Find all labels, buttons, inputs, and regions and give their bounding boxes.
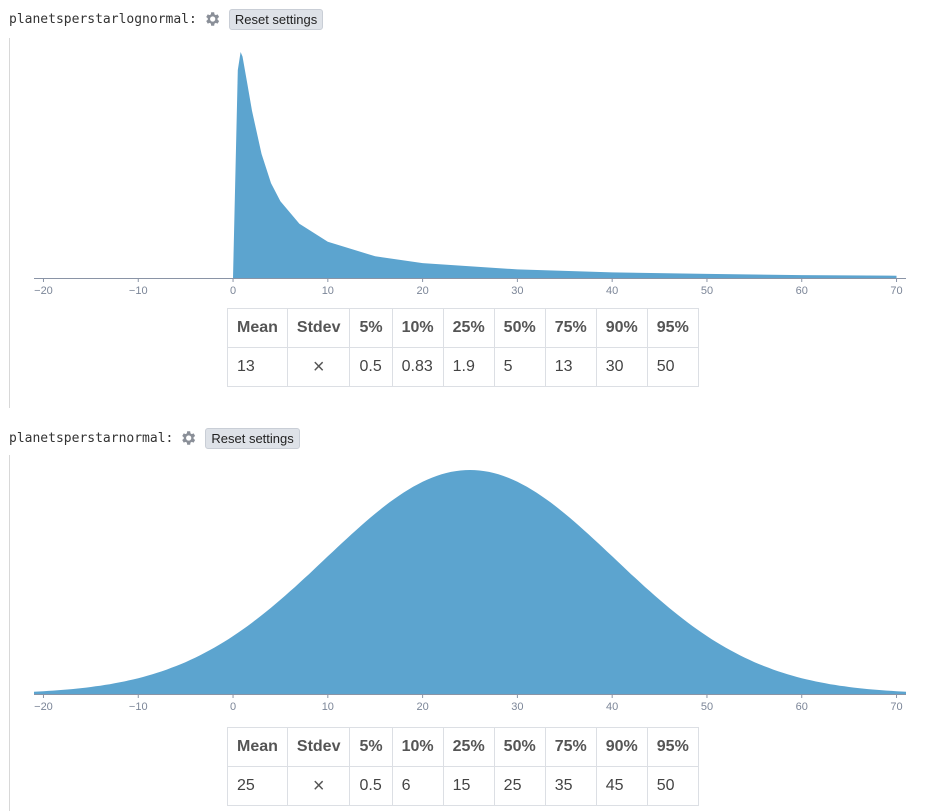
stats-value-cell: 50 <box>646 766 699 806</box>
stats-value-cell: 30 <box>595 347 648 387</box>
density-area <box>233 52 897 278</box>
x-tick-label: 0 <box>230 285 236 297</box>
x-tick-label: 10 <box>322 285 334 297</box>
x-tick-label: 20 <box>416 701 428 713</box>
x-tick-label: 30 <box>511 701 523 713</box>
stats-header-cell: 95% <box>646 308 699 348</box>
chart-header: planetsperstarlognormal: Reset settings <box>9 8 324 30</box>
left-border <box>9 455 10 811</box>
x-tick-label: −20 <box>34 285 53 297</box>
variable-name: planetsperstarlognormal: <box>9 11 197 27</box>
stats-table: Mean Stdev 5% 10% 25% 50% 75% 90% 95% 25 × 0.5 6 15 2… <box>227 727 699 806</box>
stats-header-cell: 50% <box>493 308 546 348</box>
x-tick-label: 20 <box>416 285 428 297</box>
stats-value-cell: 13 <box>227 347 288 387</box>
x-tick-label: 40 <box>606 285 618 297</box>
stats-header-cell: 10% <box>391 727 444 767</box>
stats-value-cell: 35 <box>544 766 597 806</box>
x-tick-label: 30 <box>511 285 523 297</box>
stats-value-cell: 0.83 <box>391 347 444 387</box>
stats-header-row: Mean Stdev 5% 10% 25% 50% 75% 90% 95% <box>227 727 699 767</box>
chart-header: planetsperstarnormal: Reset settings <box>9 427 300 449</box>
x-tick-label: 10 <box>322 701 334 713</box>
lognormal-chart: −20 −10 0 10 20 30 40 50 60 70 <box>34 52 906 297</box>
density-area <box>34 470 906 694</box>
stats-header-cell: Mean <box>227 308 288 348</box>
x-tick-label: 60 <box>796 285 808 297</box>
stats-header-cell: 25% <box>442 727 495 767</box>
stats-header-cell: 75% <box>544 727 597 767</box>
stats-value-row: 13 × 0.5 0.83 1.9 5 13 30 50 <box>227 347 699 387</box>
stats-value-cell: 45 <box>595 766 648 806</box>
stats-value-row: 25 × 0.5 6 15 25 35 45 50 <box>227 766 699 806</box>
stats-value-cell: 0.5 <box>349 766 393 806</box>
stats-header-cell: Mean <box>227 727 288 767</box>
stats-header-row: Mean Stdev 5% 10% 25% 50% 75% 90% 95% <box>227 308 699 348</box>
x-tick-label: −20 <box>34 701 53 713</box>
stats-header-cell: 75% <box>544 308 597 348</box>
stats-header-cell: 10% <box>391 308 444 348</box>
stats-value-cell: 0.5 <box>349 347 393 387</box>
reset-settings-button[interactable]: Reset settings <box>205 427 300 449</box>
stats-header-cell: Stdev <box>286 727 351 767</box>
normal-chart: −20 −10 0 10 20 30 40 50 60 70 <box>34 470 906 713</box>
stats-value-cell: 25 <box>493 766 546 806</box>
reset-settings-button[interactable]: Reset settings <box>228 8 324 30</box>
stats-value-cell: 25 <box>227 766 288 806</box>
stats-value-cell: 6 <box>391 766 444 806</box>
stats-value-cell: 1.9 <box>442 347 495 387</box>
x-tick-label: 50 <box>701 701 713 713</box>
stats-value-cell: 50 <box>646 347 699 387</box>
stats-header-cell: 5% <box>349 308 393 348</box>
x-tick-label: 70 <box>890 701 902 713</box>
variable-name: planetsperstarnormal: <box>9 430 174 446</box>
x-tick-label: 70 <box>890 285 902 297</box>
x-tick-label: 40 <box>606 701 618 713</box>
x-tick-label: 0 <box>230 701 236 713</box>
stats-header-cell: 90% <box>595 727 648 767</box>
stats-value-cell: × <box>286 766 351 806</box>
stats-value-cell: × <box>286 347 351 387</box>
stats-header-cell: 50% <box>493 727 546 767</box>
x-tick-label: 50 <box>701 285 713 297</box>
stats-header-cell: 95% <box>646 727 699 767</box>
stats-value-cell: 13 <box>544 347 597 387</box>
stats-header-cell: Stdev <box>286 308 351 348</box>
stats-header-cell: 5% <box>349 727 393 767</box>
stats-header-cell: 90% <box>595 308 648 348</box>
stats-header-cell: 25% <box>442 308 495 348</box>
stats-value-cell: 5 <box>493 347 546 387</box>
x-tick-label: 60 <box>796 701 808 713</box>
x-tick-label: −10 <box>129 285 148 297</box>
left-border <box>9 38 10 408</box>
stats-value-cell: 15 <box>442 766 495 806</box>
stats-table: Mean Stdev 5% 10% 25% 50% 75% 90% 95% 13 × 0.5 0.83… <box>227 308 699 387</box>
x-tick-label: −10 <box>129 701 148 713</box>
gear-icon[interactable] <box>203 10 221 28</box>
gear-icon[interactable] <box>179 429 197 447</box>
